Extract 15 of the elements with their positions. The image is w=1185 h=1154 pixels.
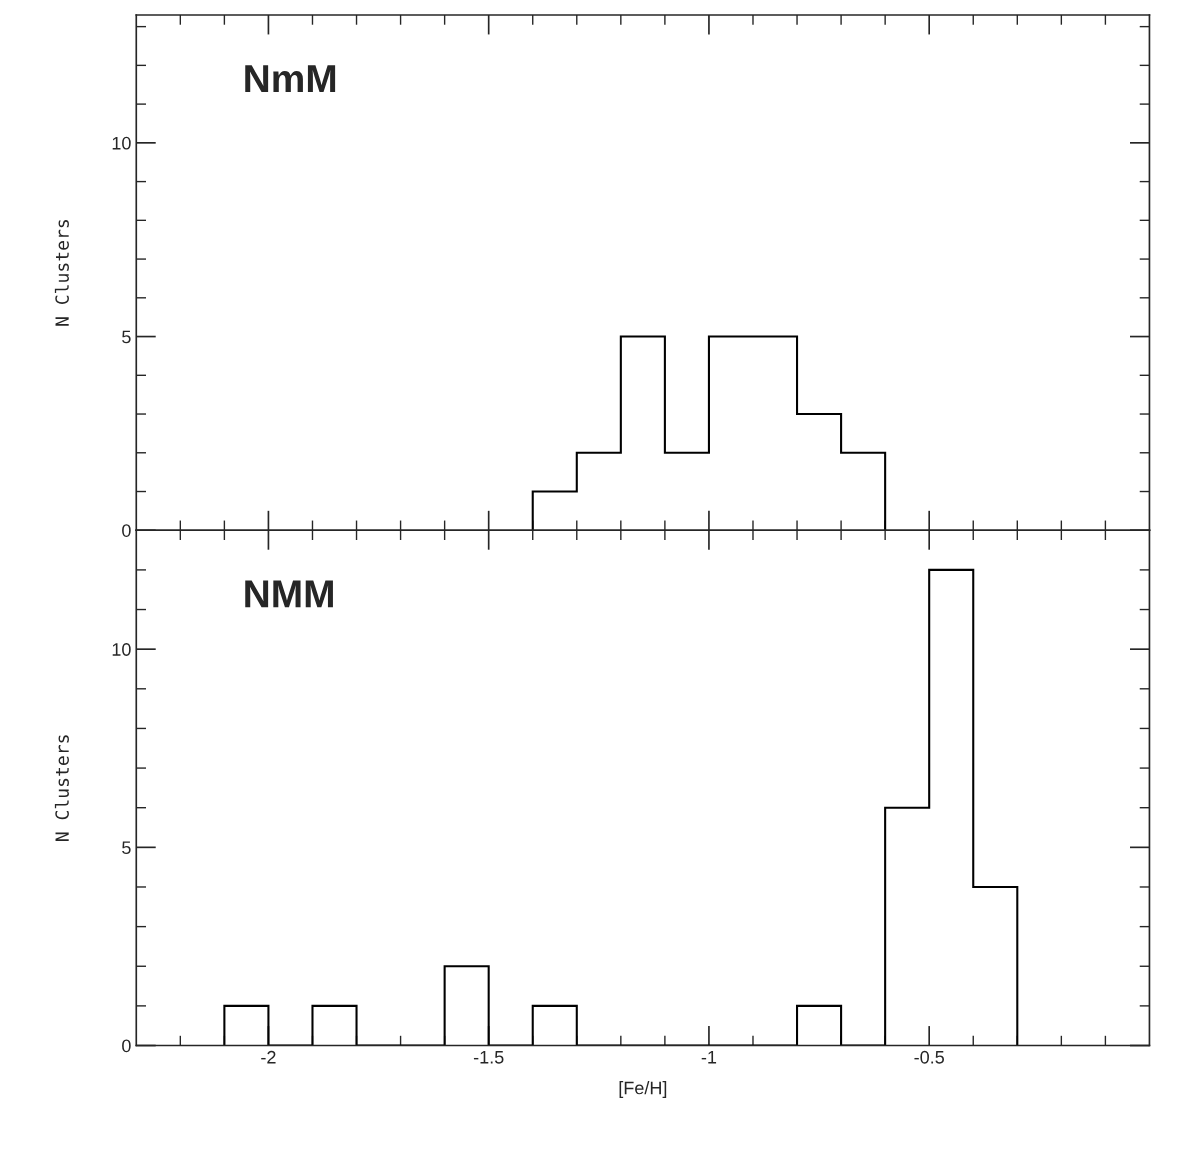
y-tick-label: 5 <box>122 841 131 855</box>
x-tick-label: -1.5 <box>473 1051 504 1064</box>
y-axis-title: N Clusters <box>54 735 69 842</box>
y-tick-label: 10 <box>112 136 131 150</box>
y-tick-label: 10 <box>112 643 131 656</box>
x-tick-label: -0.5 <box>914 1050 944 1064</box>
x-axis-title: [Fe/H] <box>619 1081 667 1098</box>
annotation: NmM <box>245 65 336 93</box>
x-tick-label: -1 <box>701 1051 717 1064</box>
annotation: NMM <box>245 580 333 608</box>
y-axis-title: N Clusters <box>54 220 69 326</box>
y-tick-label: 0 <box>122 524 131 537</box>
y-tick-label: 0 <box>122 1039 131 1053</box>
y-tick-label: 5 <box>122 330 131 344</box>
x-tick-label: -2 <box>261 1050 276 1064</box>
